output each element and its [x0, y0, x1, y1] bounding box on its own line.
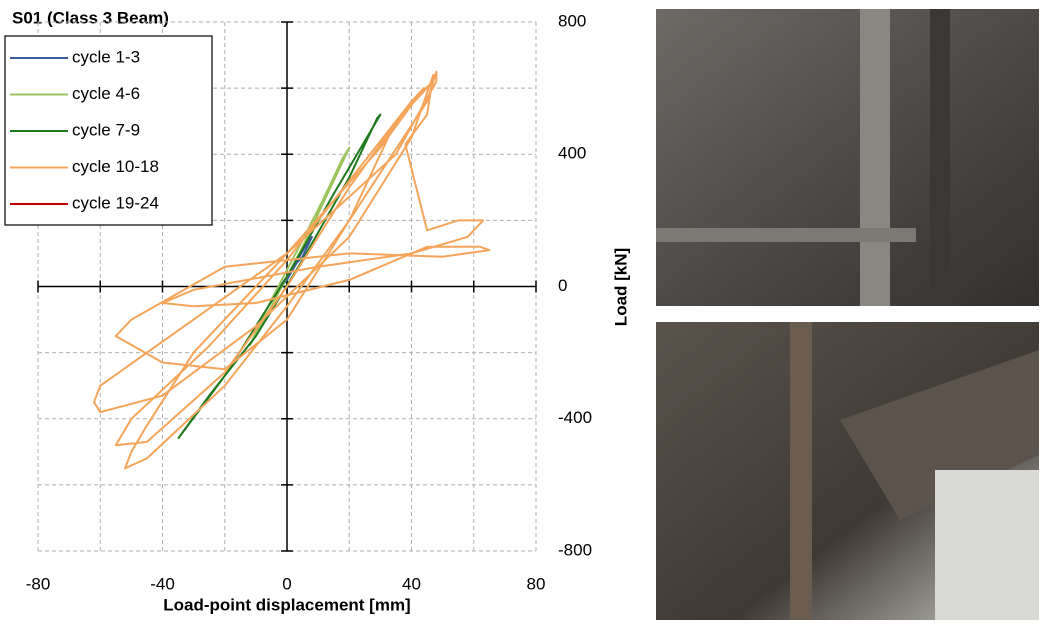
photo-detail: [790, 322, 812, 620]
figure: S01 (Class 3 Beam) Load-point displaceme…: [0, 0, 1049, 620]
legend: cycle 1-3 cycle 4-6 cycle 7-9 cycle 10-18 cy…: [5, 36, 212, 225]
photo-detail: [656, 228, 916, 242]
x-tick-label: 40: [402, 574, 421, 593]
y-axis-title: Load [kN]: [611, 248, 630, 326]
y-tick-label: 400: [558, 144, 586, 163]
x-tick-label: 80: [527, 574, 546, 593]
photo-detail: [935, 470, 1039, 620]
photo-bottom: [656, 322, 1039, 620]
legend-label: cycle 10-18: [72, 157, 159, 176]
legend-label: cycle 7-9: [72, 120, 140, 139]
y-tick-label: -800: [558, 540, 592, 559]
x-tick-label: 0: [282, 574, 291, 593]
y-tick-label: -400: [558, 408, 592, 427]
legend-label: cycle 1-3: [72, 47, 140, 66]
photo: [656, 9, 1039, 306]
legend-label: cycle 19-24: [72, 193, 159, 212]
photo-top: [656, 9, 1039, 306]
x-tick-label: -80: [26, 574, 51, 593]
x-tick-label: -40: [150, 574, 175, 593]
y-tick-label: 0: [558, 276, 567, 295]
legend-label: cycle 4-6: [72, 84, 140, 103]
photo-detail: [930, 9, 950, 306]
photo-detail: [860, 9, 890, 306]
y-tick-label: 800: [558, 11, 586, 30]
x-axis-title: Load-point displacement [mm]: [163, 595, 410, 614]
chart-title: S01 (Class 3 Beam): [12, 8, 169, 27]
